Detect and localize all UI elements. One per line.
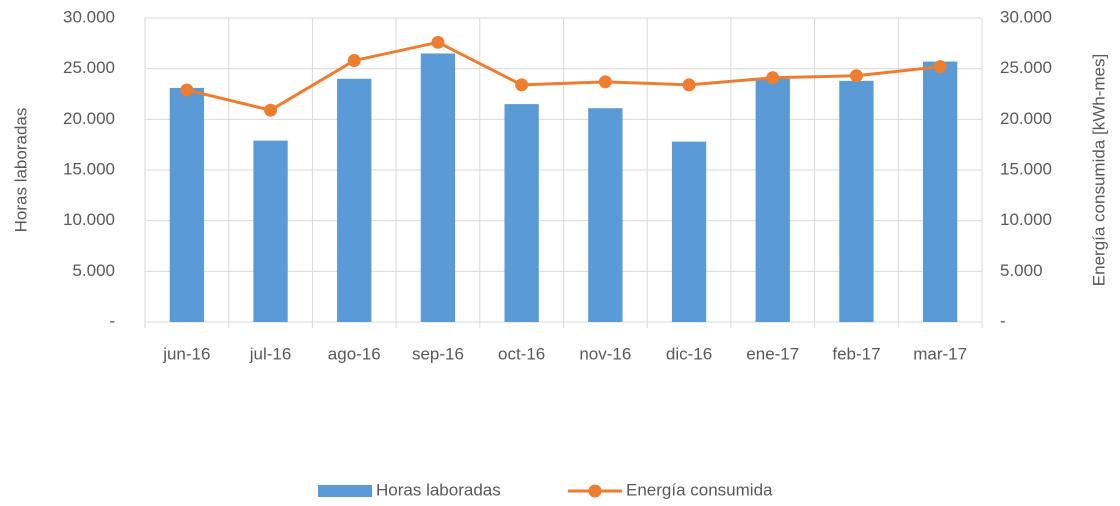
y-axis-title: Horas laboradas bbox=[11, 108, 30, 233]
y2-tick-label: 25.000 bbox=[1000, 58, 1052, 77]
bar bbox=[337, 78, 372, 322]
x-tick-label: oct-16 bbox=[498, 344, 545, 363]
legend-label: Horas laboradas bbox=[376, 480, 501, 499]
y2-tick-label: - bbox=[1000, 311, 1006, 330]
y-tick-label: 10.000 bbox=[63, 210, 115, 229]
y-tick-label: 5.000 bbox=[72, 261, 115, 280]
y2-tick-label: 10.000 bbox=[1000, 210, 1052, 229]
y-tick-label: - bbox=[109, 311, 115, 330]
y2-tick-label: 5.000 bbox=[1000, 261, 1043, 280]
bar bbox=[253, 140, 288, 322]
line-marker bbox=[515, 78, 529, 92]
x-tick-label: dic-16 bbox=[666, 344, 712, 363]
x-tick-label: feb-17 bbox=[832, 344, 880, 363]
y-tick-label: 15.000 bbox=[63, 159, 115, 178]
y-tick-label: 25.000 bbox=[63, 58, 115, 77]
bar bbox=[169, 87, 205, 322]
legend-label: Energía consumida bbox=[626, 480, 773, 499]
line-marker bbox=[264, 103, 278, 117]
bar bbox=[671, 141, 707, 322]
bar bbox=[839, 80, 874, 323]
x-tick-label: ene-17 bbox=[746, 344, 799, 363]
line-marker bbox=[347, 54, 361, 68]
x-tick-label: ago-16 bbox=[328, 344, 381, 363]
bar bbox=[588, 108, 623, 322]
line-marker bbox=[849, 69, 863, 83]
legend-swatch bbox=[318, 485, 372, 497]
y2-tick-label: 20.000 bbox=[1000, 109, 1052, 128]
x-tick-label: mar-17 bbox=[913, 344, 967, 363]
bar bbox=[420, 53, 456, 322]
line-marker bbox=[180, 83, 194, 97]
line-marker bbox=[766, 71, 780, 85]
x-tick-label: nov-16 bbox=[579, 344, 631, 363]
x-tick-label: jun-16 bbox=[162, 344, 210, 363]
bar bbox=[755, 78, 790, 322]
y-tick-label: 20.000 bbox=[63, 109, 115, 128]
y2-axis-title: Energía consumida [kWh-mes] bbox=[1089, 54, 1108, 286]
x-tick-label: jul-16 bbox=[249, 344, 292, 363]
y-tick-label: 30.000 bbox=[63, 7, 115, 26]
y2-tick-label: 15.000 bbox=[1000, 159, 1052, 178]
bar bbox=[922, 61, 958, 322]
line-marker bbox=[933, 60, 947, 74]
line-marker bbox=[682, 78, 696, 92]
x-tick-label: sep-16 bbox=[412, 344, 464, 363]
bar bbox=[504, 104, 539, 322]
line-marker bbox=[431, 35, 445, 49]
legend-swatch-marker bbox=[588, 484, 602, 498]
y2-tick-label: 30.000 bbox=[1000, 7, 1052, 26]
line bbox=[186, 40, 941, 112]
line-marker bbox=[598, 75, 612, 89]
